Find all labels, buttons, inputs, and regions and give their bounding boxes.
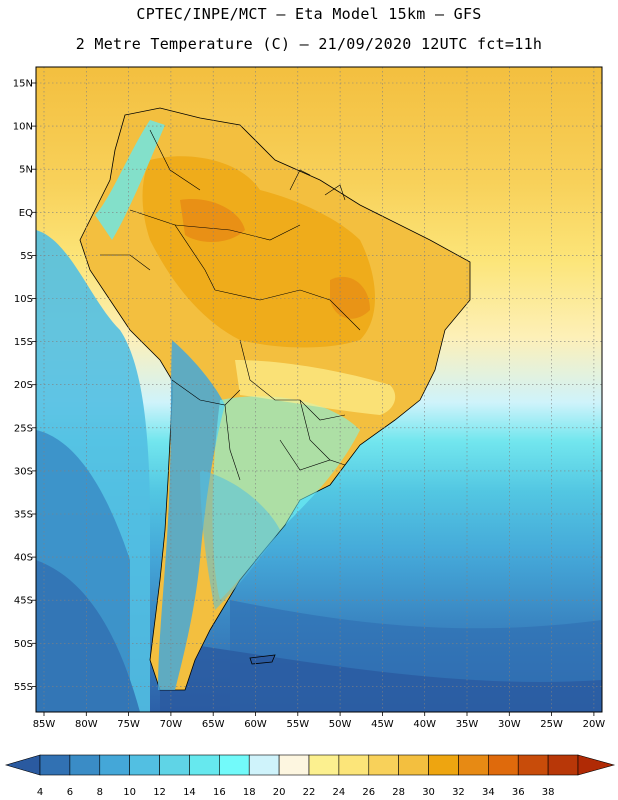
colorbar-tick-label: 38 — [542, 787, 555, 798]
country-borders — [100, 129, 361, 481]
lon-label: 65W — [202, 719, 225, 730]
colorbar-tick-label: 16 — [213, 787, 226, 798]
colorbar-swatch — [488, 754, 519, 776]
lon-label: 50W — [329, 719, 352, 730]
lon-label: 20W — [583, 719, 606, 730]
latitude-labels: 15N 10N 5N EQ 5S 10S 15S 20S 25S 30S 35S 40S 45S 50S 5… — [13, 79, 36, 693]
lat-label: 10S — [14, 294, 33, 305]
lat-label: 5N — [19, 165, 33, 176]
colorbar-high-triangle — [577, 754, 616, 776]
colorbar-swatch — [129, 754, 160, 776]
map-title-line-1: CPTEC/INPE/MCT – Eta Model 15km – GFS — [136, 5, 482, 23]
colorbar-low-triangle — [4, 754, 41, 776]
colorbar-swatch — [308, 754, 340, 776]
lat-label: 50S — [14, 639, 33, 650]
lat-label: 40S — [14, 553, 33, 564]
map-title-line-2: 2 Metre Temperature (C) – 21/09/2020 12U… — [75, 35, 543, 53]
colorbar-tick-label: 36 — [512, 787, 525, 798]
colorbar-tick-label: 12 — [153, 787, 166, 798]
colorbar-tick-label: 22 — [303, 787, 316, 798]
longitude-labels: 85W 80W 75W 70W 65W 60W 55W 50W 45W 40W 35W 30W 25W 2… — [33, 712, 606, 730]
lon-label: 40W — [413, 719, 436, 730]
lon-label: 25W — [540, 719, 563, 730]
lon-label: 30W — [498, 719, 521, 730]
colorbar-tick-label: 26 — [362, 787, 375, 798]
map-frame — [35, 66, 603, 713]
colorbar-swatch — [159, 754, 190, 776]
lat-label: 30S — [14, 466, 33, 477]
lat-label: 55S — [14, 682, 33, 693]
colorbar-swatch — [517, 754, 549, 776]
lon-label: 35W — [456, 719, 479, 730]
colorbar-tick-label: 8 — [97, 787, 103, 798]
colorbar-swatch — [368, 754, 399, 776]
lat-label: 35S — [14, 510, 33, 521]
lon-label: 45W — [371, 719, 394, 730]
colorbar-swatch — [99, 754, 130, 776]
lat-label: 45S — [14, 596, 33, 607]
colorbar-swatch — [547, 754, 579, 776]
colorbar-tick-label: 24 — [333, 787, 346, 798]
lon-label: 70W — [160, 719, 183, 730]
colorbar-swatch — [219, 754, 250, 776]
lon-label: 85W — [33, 719, 56, 730]
colorbar-tick-label: 30 — [422, 787, 435, 798]
colorbar-swatch — [458, 754, 489, 776]
colorbar-swatch — [428, 754, 459, 776]
falklands-island — [249, 654, 276, 665]
lon-label: 60W — [244, 719, 267, 730]
colorbar-swatch — [398, 754, 429, 776]
colorbar-tick-label: 20 — [273, 787, 286, 798]
colorbar-labels: 4 6 8 10 12 14 16 18 20 22 24 26 28 30 32 34 36 38 — [37, 787, 555, 798]
colorbar-tick-label: 10 — [123, 787, 136, 798]
colorbar-swatch — [69, 754, 101, 776]
lat-label: 20S — [14, 380, 33, 391]
map-field — [36, 67, 602, 712]
lat-label: 10N — [13, 122, 33, 133]
colorbar-swatch — [39, 754, 71, 776]
lat-label: EQ — [19, 208, 33, 219]
lat-label: 25S — [14, 423, 33, 434]
lon-label: 75W — [117, 719, 140, 730]
colorbar-tick-label: 28 — [392, 787, 405, 798]
graticule — [36, 67, 602, 712]
colorbar-tick-label: 34 — [482, 787, 495, 798]
lat-label: 15N — [13, 79, 33, 90]
colorbar-swatch — [248, 754, 280, 776]
colorbar-swatch — [278, 754, 310, 776]
colorbar — [4, 754, 616, 776]
colorbar-swatch — [189, 754, 220, 776]
lat-label: 15S — [14, 337, 33, 348]
lon-label: 80W — [75, 719, 98, 730]
andes-cool-band — [95, 120, 165, 240]
colorbar-tick-label: 6 — [67, 787, 73, 798]
colorbar-tick-label: 14 — [183, 787, 196, 798]
colorbar-swatch — [338, 754, 370, 776]
lon-label: 55W — [286, 719, 309, 730]
colorbar-tick-label: 32 — [452, 787, 465, 798]
colorbar-tick-label: 18 — [243, 787, 256, 798]
lat-label: 5S — [20, 251, 33, 262]
colorbar-tick-label: 4 — [37, 787, 43, 798]
